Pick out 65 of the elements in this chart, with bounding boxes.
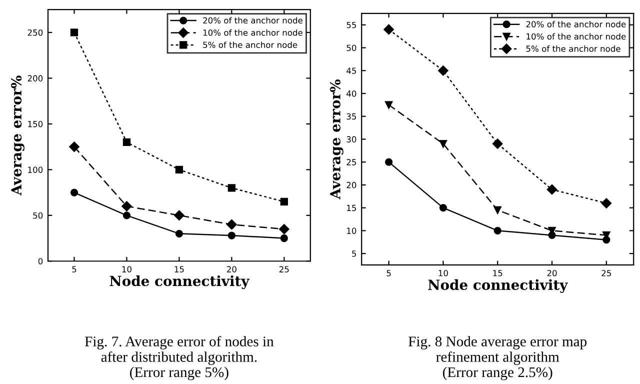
point — [384, 101, 393, 109]
point — [228, 232, 236, 240]
y-axis-title: Average error% — [11, 76, 24, 196]
y-tick-label: 250 — [28, 29, 43, 36]
legend-label: 5% of the anchor node — [203, 42, 298, 48]
y-tick-label: 55 — [346, 22, 356, 28]
y-tick-label: 15 — [347, 204, 356, 212]
point — [494, 206, 502, 214]
y-tick-label: 200 — [28, 75, 43, 82]
y-tick-label: 50 — [33, 212, 43, 219]
x-axis-title: Node connectivity — [428, 279, 568, 293]
point — [280, 234, 288, 242]
x-tick-label: 20 — [547, 270, 557, 276]
point — [601, 198, 612, 208]
y-axis-title: Average error% — [330, 80, 344, 200]
point — [494, 226, 502, 234]
point — [226, 219, 237, 230]
legend-label: 5% of the anchor node — [526, 45, 620, 52]
y-tick-label: 25 — [346, 159, 356, 166]
point — [228, 184, 236, 192]
y-tick-label: 20 — [346, 182, 356, 188]
point — [69, 142, 80, 152]
y-tick-label: 40 — [346, 90, 356, 97]
y-tick-label: 30 — [346, 136, 356, 142]
y-tick-label: 100 — [28, 166, 43, 173]
x-tick-label: 5 — [386, 270, 391, 276]
x-tick-label: 15 — [174, 266, 184, 272]
x-tick-label: 10 — [122, 266, 132, 272]
y-tick-label: 5 — [352, 250, 356, 257]
legend-label: 20% of the anchor node — [526, 20, 626, 28]
y-tick-label: 50 — [346, 44, 356, 52]
point — [492, 138, 503, 149]
point — [70, 188, 78, 196]
y-tick-label: 45 — [346, 68, 356, 74]
x-tick-label: 15 — [493, 270, 502, 276]
caption: Fig. 8 Node average error map refinement algorithm (Error range 2.5%) — [408, 336, 587, 380]
point — [122, 201, 132, 212]
y-tick-label: 150 — [28, 120, 43, 128]
point — [175, 166, 184, 174]
x-tick-label: 10 — [438, 270, 448, 276]
x-tick-label: 25 — [602, 270, 611, 276]
point — [174, 210, 184, 221]
y-tick-label: 35 — [346, 113, 356, 120]
x-tick-label: 5 — [72, 266, 76, 272]
point — [175, 230, 184, 238]
point — [384, 158, 393, 166]
point — [439, 204, 448, 212]
y-tick-label: 0 — [38, 258, 43, 264]
x-axis-title: Node connectivity — [110, 275, 250, 290]
legend-label: 10% of the anchor node — [203, 29, 302, 36]
point — [70, 28, 78, 36]
point — [279, 224, 290, 234]
point — [122, 212, 131, 220]
point — [280, 198, 288, 206]
y-tick-label: 10 — [347, 228, 356, 234]
legend-label: 20% of the anchor node — [203, 17, 302, 24]
point — [438, 65, 448, 76]
point — [546, 184, 558, 195]
x-tick-label: 25 — [279, 266, 289, 272]
caption: Fig. 7. Average error of nodes in after distributed algorithm. (Error range 5%) — [84, 336, 274, 380]
point — [439, 140, 448, 148]
point — [384, 24, 394, 35]
point — [122, 138, 131, 146]
x-tick-label: 20 — [226, 266, 236, 272]
legend-label: 10% of the anchor node — [526, 33, 626, 40]
